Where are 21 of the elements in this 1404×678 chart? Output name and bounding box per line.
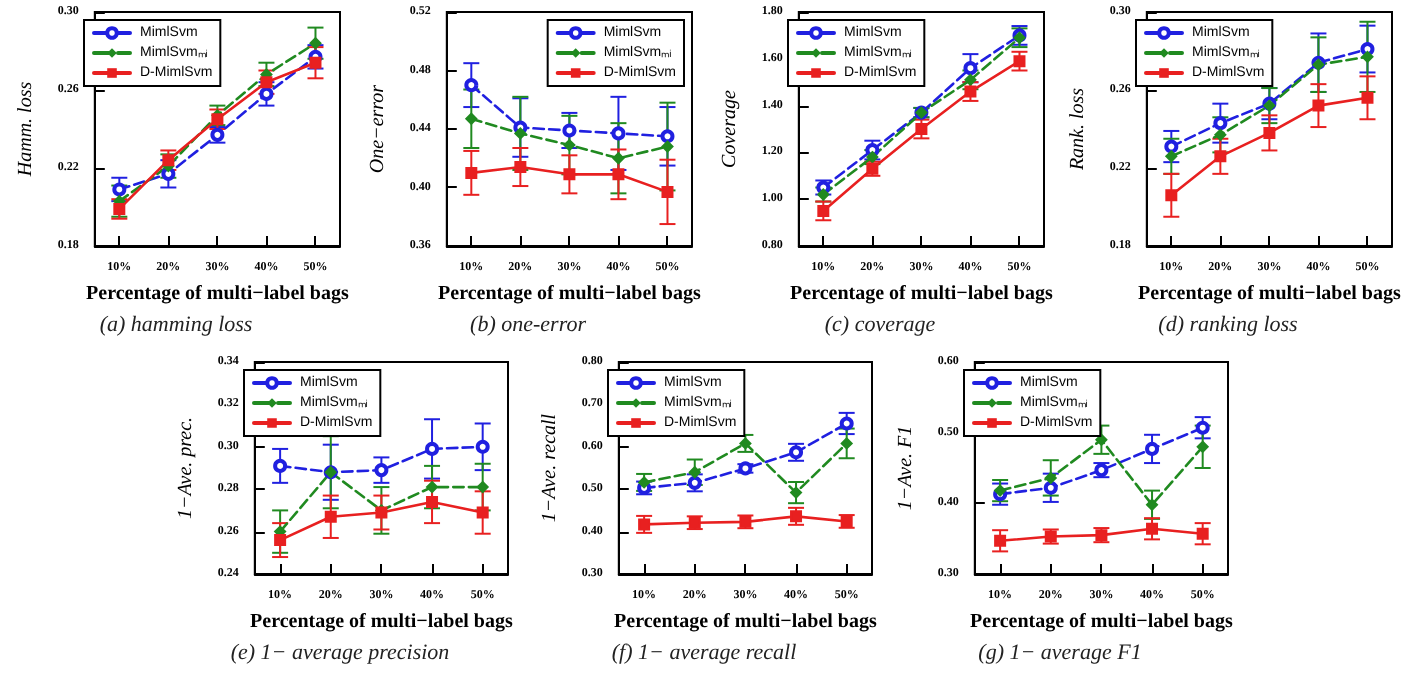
y-axis-title: Rank. loss bbox=[1067, 87, 1089, 173]
y-axis-title: 1−Ave. recall bbox=[539, 413, 561, 523]
text: (g) 1− average F1 bbox=[978, 641, 1142, 665]
x-axis-title: Percentage of multi−label bags bbox=[1138, 282, 1401, 305]
y-axis-title: One−error bbox=[367, 84, 389, 174]
text: (a) hamming loss bbox=[99, 313, 253, 337]
x-axis-title: Percentage of multi−label bags bbox=[970, 610, 1233, 633]
text: (f) 1− average recall bbox=[611, 641, 797, 665]
y-axis-title: 1−Ave. F1 bbox=[895, 425, 917, 511]
x-axis-title: Percentage of multi−label bags bbox=[790, 282, 1053, 305]
x-axis-title: Percentage of multi−label bags bbox=[614, 610, 877, 633]
text: (c) coverage bbox=[824, 313, 936, 337]
text: (b) one-error bbox=[470, 313, 588, 337]
y-axis-title: Coverage bbox=[719, 89, 741, 168]
text: (d) ranking loss bbox=[1158, 313, 1298, 337]
x-axis-title: Percentage of multi−label bags bbox=[250, 610, 513, 633]
y-axis-title: 1−Ave. prec. bbox=[175, 416, 197, 520]
x-axis-title: Percentage of multi−label bags bbox=[86, 282, 349, 305]
x-axis-title: Percentage of multi−label bags bbox=[438, 282, 701, 305]
y-axis-title: Hamm. loss bbox=[15, 81, 37, 179]
text: (e) 1− average precision bbox=[230, 641, 451, 665]
